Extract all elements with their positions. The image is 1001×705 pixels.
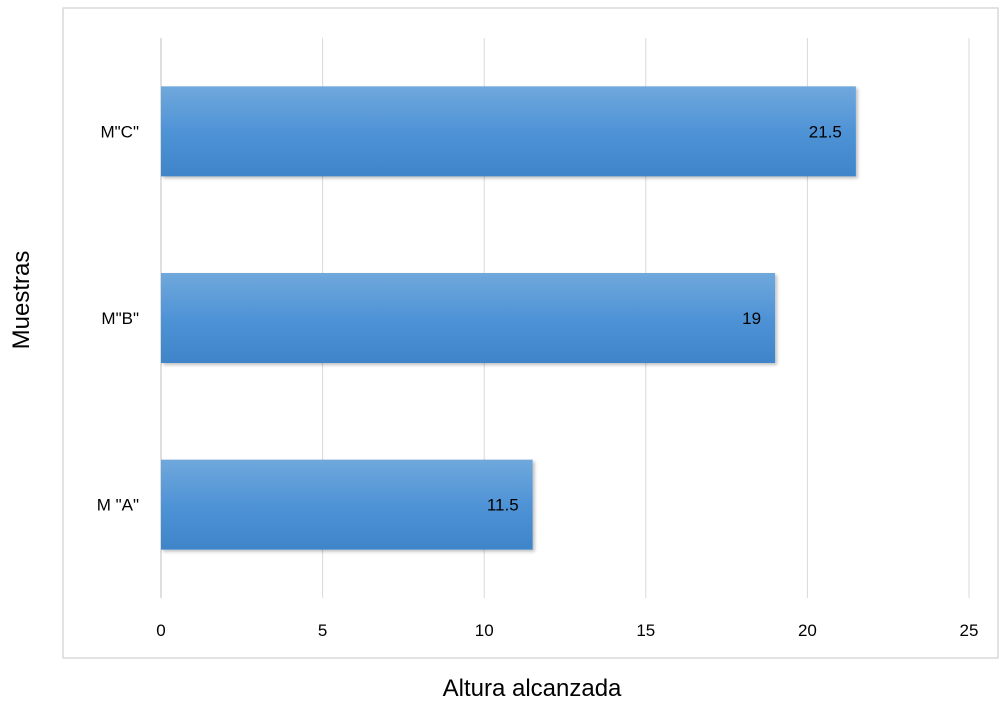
x-tick-label: 25: [960, 621, 979, 640]
bar: [161, 273, 776, 363]
data-label: 21.5: [809, 122, 842, 141]
x-axis-title: Altura alcanzada: [443, 675, 622, 702]
bars: [161, 86, 856, 550]
category-label: M "A": [97, 496, 139, 515]
category-label: M"B": [101, 309, 139, 328]
labels: 0 5 10 15 20 25 11.5 M "A" 19 M"B" 21.5 M"C": [97, 122, 979, 640]
category-label: M"C": [100, 122, 139, 141]
x-tick-label: 15: [636, 621, 655, 640]
data-label: 11.5: [487, 496, 519, 515]
x-tick-label: 5: [318, 621, 327, 640]
x-tick-label: 0: [156, 621, 165, 640]
bar: [161, 459, 533, 550]
x-tick-label: 20: [798, 621, 817, 640]
x-tick-label: 10: [475, 621, 494, 640]
bar: [161, 86, 856, 177]
data-label: 19: [742, 309, 761, 328]
y-axis-title: Muestras: [8, 251, 35, 350]
